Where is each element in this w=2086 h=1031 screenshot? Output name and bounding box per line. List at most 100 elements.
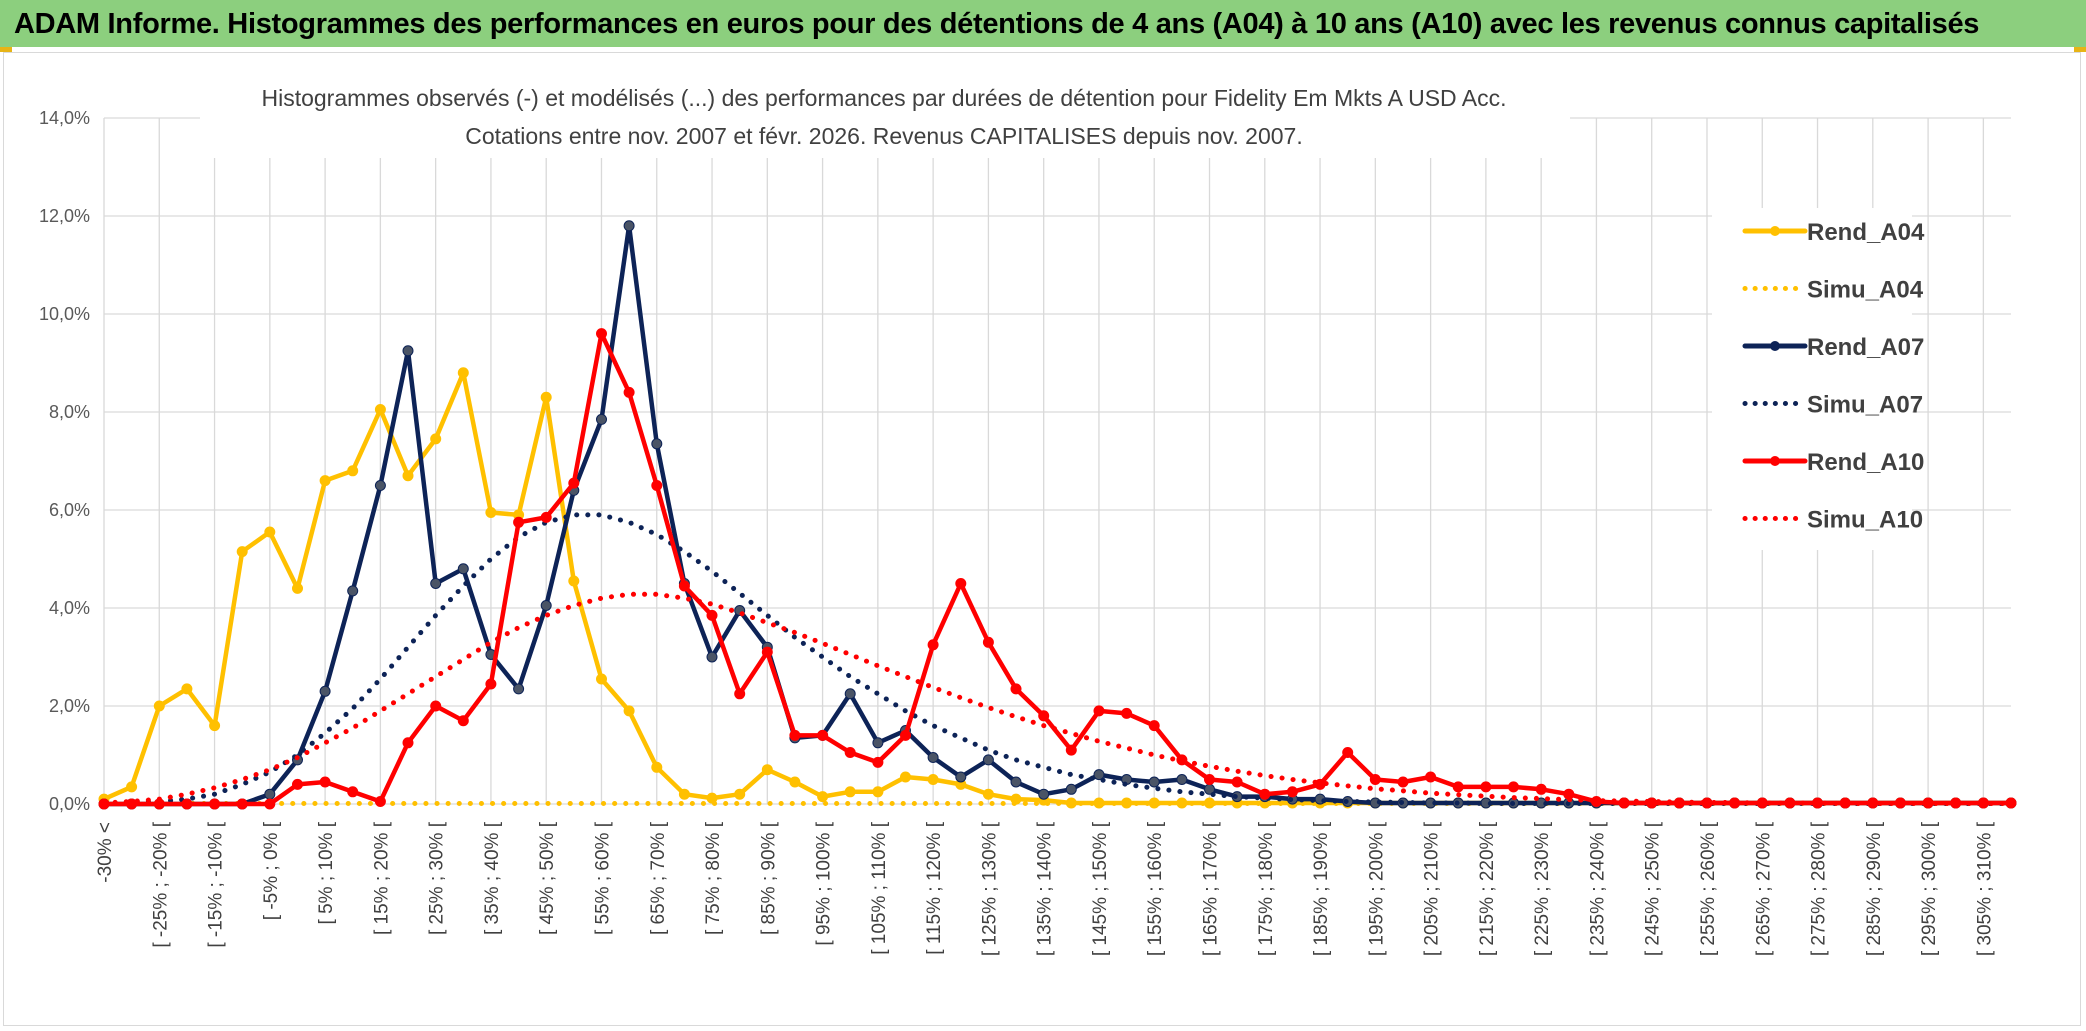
- x-tick-label: [ 65% ; 70% [: [648, 821, 669, 935]
- x-tick-label: [ 95% ; 100% [: [814, 821, 835, 945]
- series-line-simu-a07: [101, 512, 2014, 806]
- chart-title-line-1: Histogrammes observés (-) et modélisés (…: [261, 85, 1506, 111]
- data-point-rend-a10: [982, 636, 994, 648]
- data-point-rend-a07: [402, 345, 414, 357]
- data-point-rend-a04: [264, 526, 276, 538]
- data-point-rend-a04: [844, 786, 856, 798]
- data-point-rend-a10: [1065, 744, 1077, 756]
- series-line-simu-a10: [101, 591, 2014, 806]
- legend-marker-rend-a07: [1770, 341, 1780, 351]
- data-point-rend-a10: [209, 798, 221, 810]
- data-point-rend-a10: [734, 688, 746, 700]
- data-point-rend-a10: [374, 796, 386, 807]
- legend-label-rend-a10: Rend_A10: [1807, 449, 1924, 476]
- legend-label-simu-a04: Simu_A04: [1807, 277, 1924, 304]
- data-point-rend-a10: [1508, 781, 1519, 793]
- report-banner: ADAM Informe. Histogrammes des performan…: [0, 0, 2086, 50]
- data-point-rend-a10: [706, 609, 718, 621]
- y-tick-label: 4,0%: [49, 598, 90, 618]
- data-point-rend-a07: [982, 754, 994, 766]
- data-point-rend-a04: [706, 792, 718, 804]
- x-tick-label: [ 135% ; 140% [: [1035, 821, 1056, 956]
- data-point-rend-a04: [678, 788, 690, 800]
- data-point-rend-a10: [1342, 747, 1354, 758]
- data-point-rend-a10: [1093, 705, 1105, 717]
- axes: 0,0% 2,0% 4,0% 6,0% 8,0% 10,0% 12,0% 14,0% -30% …: [39, 108, 1995, 956]
- data-point-rend-a10: [955, 578, 967, 589]
- data-point-rend-a07: [1148, 776, 1160, 788]
- data-point-rend-a04: [761, 764, 773, 776]
- data-point-rend-a04: [209, 720, 221, 732]
- data-point-rend-a04: [181, 683, 193, 695]
- data-point-rend-a07: [927, 752, 939, 763]
- x-tick-label: [ 155% ; 160% [: [1145, 821, 1166, 956]
- chart-title: Histogrammes observés (-) et modélisés (…: [200, 76, 1570, 158]
- x-tick-label: [ 45% ; 50% [: [537, 821, 558, 935]
- data-point-rend-a07: [596, 413, 607, 425]
- data-point-rend-a04: [872, 786, 884, 798]
- data-point-rend-a04: [540, 391, 552, 403]
- x-tick-label: -30% <: [95, 822, 116, 883]
- data-point-rend-a10: [457, 715, 469, 727]
- data-point-rend-a10: [485, 678, 497, 690]
- data-point-rend-a07: [540, 600, 552, 611]
- chart-title-line-2: Cotations entre nov. 2007 et févr. 2026.…: [465, 123, 1302, 149]
- y-tick-label: 10,0%: [39, 304, 90, 324]
- data-point-rend-a07: [374, 480, 386, 491]
- data-point-rend-a04: [126, 781, 138, 793]
- data-point-rend-a10: [292, 778, 303, 790]
- data-point-rend-a04: [734, 788, 746, 800]
- data-point-rend-a10: [236, 798, 248, 810]
- x-tick-label: [ 285% ; 290% [: [1864, 821, 1885, 956]
- data-point-rend-a07: [264, 788, 276, 800]
- data-point-rend-a10: [540, 511, 552, 523]
- data-point-rend-a10: [1452, 781, 1464, 793]
- data-point-rend-a04: [292, 582, 303, 594]
- data-point-rend-a10: [1204, 774, 1215, 785]
- data-point-rend-a10: [1038, 710, 1050, 722]
- data-point-rend-a07: [319, 685, 331, 697]
- data-point-rend-a10: [1397, 776, 1409, 788]
- legend: Rend_A04 Simu_A04 Rend_A07 Simu_A07 Rend_A10…: [1712, 208, 1925, 550]
- data-point-rend-a10: [1010, 683, 1022, 695]
- data-point-rend-a07: [430, 578, 442, 589]
- data-point-rend-a10: [761, 646, 773, 658]
- x-tick-label: [ 295% ; 300% [: [1919, 821, 1940, 956]
- data-point-rend-a10: [319, 776, 331, 788]
- data-point-rend-a10: [1286, 786, 1298, 798]
- x-tick-label: [ 255% ; 260% [: [1698, 821, 1719, 956]
- x-tick-label: [ -5% ; 0% [: [261, 821, 282, 920]
- data-point-rend-a10: [1231, 776, 1243, 788]
- data-point-rend-a04: [319, 475, 331, 487]
- x-tick-label: [ 5% ; 10% [: [316, 821, 337, 924]
- data-point-rend-a07: [513, 683, 525, 695]
- x-tick-label: [ 75% ; 80% [: [703, 821, 724, 935]
- data-point-rend-a07: [457, 563, 469, 575]
- y-tick-label: 14,0%: [39, 108, 90, 128]
- data-point-rend-a10: [844, 747, 856, 758]
- legend-label-rend-a04: Rend_A04: [1807, 219, 1925, 246]
- x-tick-label: [ 205% ; 210% [: [1422, 821, 1443, 956]
- x-tick-label: [ 85% ; 90% [: [758, 821, 779, 935]
- data-point-rend-a04: [430, 433, 442, 445]
- y-tick-label: 12,0%: [39, 206, 90, 226]
- x-tick-label: [ 245% ; 250% [: [1643, 821, 1664, 956]
- data-point-rend-a10: [817, 729, 829, 741]
- data-point-rend-a07: [1038, 788, 1050, 800]
- legend-marker-rend-a10: [1770, 456, 1780, 466]
- data-point-rend-a10: [678, 580, 690, 592]
- data-point-rend-a10: [872, 756, 884, 768]
- data-point-rend-a10: [568, 477, 580, 489]
- data-point-rend-a10: [430, 700, 442, 712]
- x-tick-label: [ 165% ; 170% [: [1201, 821, 1222, 956]
- x-tick-label: [ 125% ; 130% [: [979, 821, 1000, 956]
- data-point-rend-a10: [1259, 788, 1271, 800]
- data-point-rend-a04: [568, 575, 580, 587]
- data-point-rend-a07: [1093, 769, 1105, 781]
- data-point-rend-a04: [817, 791, 829, 803]
- data-point-rend-a04: [789, 776, 801, 788]
- data-point-rend-a04: [402, 470, 414, 482]
- x-tick-label: [ 35% ; 40% [: [482, 821, 503, 935]
- data-point-rend-a07: [706, 651, 718, 663]
- x-tick-label: [ 215% ; 220% [: [1477, 821, 1498, 956]
